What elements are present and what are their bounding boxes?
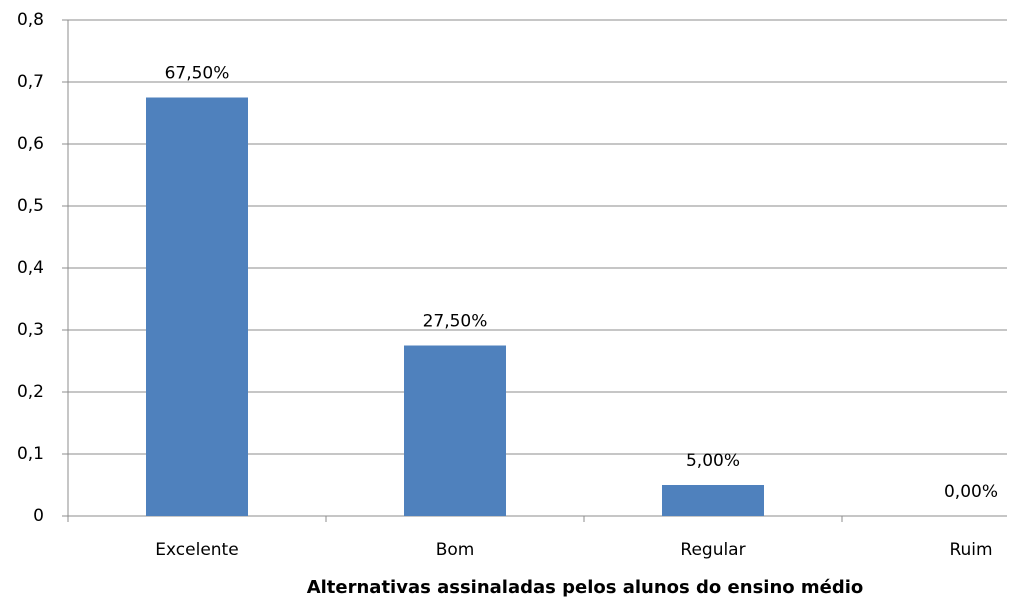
bar <box>146 97 248 516</box>
y-tick-label: 0,6 <box>17 134 44 154</box>
value-label: 67,50% <box>165 64 230 84</box>
y-tick-label: 0,2 <box>17 382 44 402</box>
value-label: 0,00% <box>944 482 998 502</box>
bar <box>662 485 764 516</box>
y-tick-label: 0,5 <box>17 196 44 216</box>
value-label: 27,50% <box>423 312 488 332</box>
y-tick-label: 0,3 <box>17 320 44 340</box>
x-tick-label: Excelente <box>155 540 238 560</box>
value-label: 5,00% <box>686 451 740 471</box>
y-tick-label: 0,8 <box>17 10 44 30</box>
y-tick-label: 0,7 <box>17 72 44 92</box>
y-tick-label: 0 <box>33 506 44 526</box>
y-tick-label: 0,4 <box>17 258 44 278</box>
y-tick-label: 0,1 <box>17 444 44 464</box>
x-axis-title: Alternativas assinaladas pelos alunos do… <box>307 577 864 598</box>
x-tick-label: Bom <box>436 540 475 560</box>
bar <box>404 345 506 516</box>
x-tick-label: Ruim <box>949 540 992 560</box>
x-tick-label: Regular <box>680 540 745 560</box>
